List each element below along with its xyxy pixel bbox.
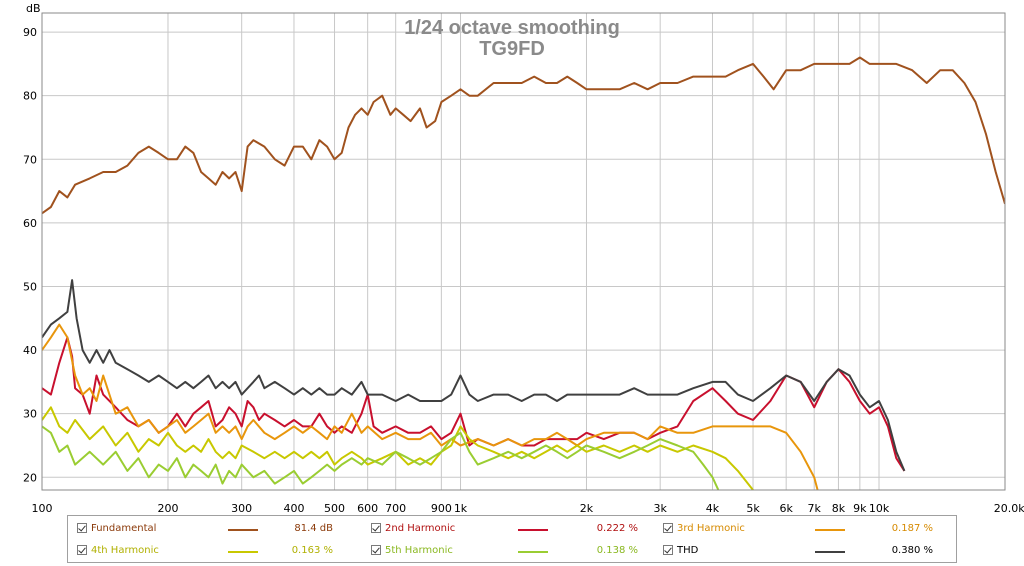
legend-label: 3rd Harmonic: [677, 523, 745, 534]
y-tick-label: 90: [23, 26, 37, 39]
legend-value: 81.4 dB: [294, 523, 333, 534]
legend-checkbox-2nd-harmonic[interactable]: [371, 523, 381, 533]
x-tick-label: 3k: [653, 502, 667, 512]
legend-value: 0.187 %: [891, 523, 933, 534]
legend-label: 4th Harmonic: [91, 545, 159, 556]
series-line-fundamental: [42, 56, 1005, 215]
legend-label: 5th Harmonic: [385, 545, 453, 556]
x-tick-label: 5k: [746, 502, 760, 512]
legend-item-2nd-harmonic[interactable]: 2nd Harmonic 0.222 %: [371, 521, 651, 537]
legend-value: 0.380 %: [891, 545, 933, 556]
y-tick-label: 80: [23, 90, 37, 103]
legend-swatch: [228, 551, 258, 553]
chart-subtitle: TG9FD: [479, 38, 545, 60]
legend-swatch: [228, 529, 258, 531]
y-tick-label: 70: [23, 153, 37, 166]
legend-item-thd[interactable]: THD 0.380 %: [663, 543, 943, 559]
x-tick-label: 7k: [808, 502, 822, 512]
x-tick-label: 6k: [779, 502, 793, 512]
legend-checkbox-thd[interactable]: [663, 545, 673, 555]
legend-label: 2nd Harmonic: [385, 523, 456, 534]
x-tick-label: 900: [431, 502, 452, 512]
legend-checkbox-5th-harmonic[interactable]: [371, 545, 381, 555]
x-tick-label: 500: [324, 502, 345, 512]
x-tick-label: 600: [357, 502, 378, 512]
grid: [41, 13, 1006, 490]
x-tick-label: 700: [385, 502, 406, 512]
y-tick-label: 20: [23, 471, 37, 484]
x-tick-label: 8k: [832, 502, 846, 512]
x-tick-label: 400: [283, 502, 304, 512]
x-tick-label: 9k: [853, 502, 867, 512]
y-tick-label: 60: [23, 217, 37, 230]
x-tick-label: 2k: [580, 502, 594, 512]
legend-swatch: [518, 529, 548, 531]
legend-value: 0.222 %: [596, 523, 638, 534]
tick-labels: 100 200 300 400 500 600 700 900 1k 2k 3k 4k 5k 6k 7k 8k…: [23, 26, 1024, 512]
legend-checkbox-fundamental[interactable]: [77, 523, 87, 533]
series-line-3rd-harmonic: [42, 323, 819, 490]
x-tick-label: 20.0k Hz: [994, 502, 1024, 512]
series-lines: [42, 56, 1005, 490]
legend-checkbox-4th-harmonic[interactable]: [77, 545, 87, 555]
series-line-2nd-harmonic: [42, 336, 906, 472]
legend-item-fundamental[interactable]: Fundamental 81.4 dB: [77, 521, 357, 537]
y-axis-label: dB: [26, 2, 41, 15]
series-line-5th-harmonic: [42, 425, 720, 490]
chart-title: 1/24 octave smoothing: [404, 17, 620, 39]
distortion-chart: 100 200 300 400 500 600 700 900 1k 2k 3k 4k 5k 6k 7k 8k…: [23, 2, 1024, 512]
y-tick-label: 30: [23, 408, 37, 421]
x-tick-label: 10k: [869, 502, 890, 512]
y-tick-label: 50: [23, 280, 37, 293]
legend-value: 0.163 %: [291, 545, 333, 556]
plot-frame: [41, 12, 1006, 491]
x-tick-label: 1k: [454, 502, 468, 512]
legend-value: 0.138 %: [596, 545, 638, 556]
legend-swatch: [815, 529, 845, 531]
legend-label: THD: [677, 545, 699, 556]
legend-label: Fundamental: [91, 523, 157, 534]
legend-swatch: [518, 551, 548, 553]
legend-checkbox-3rd-harmonic[interactable]: [663, 523, 673, 533]
legend-item-3rd-harmonic[interactable]: 3rd Harmonic 0.187 %: [663, 521, 943, 537]
x-tick-label: 200: [157, 502, 178, 512]
series-line-4th-harmonic: [42, 406, 755, 490]
x-tick-label: 100: [32, 502, 53, 512]
legend-swatch: [815, 551, 845, 553]
y-tick-label: 40: [23, 344, 37, 357]
legend-item-4th-harmonic[interactable]: 4th Harmonic 0.163 %: [77, 543, 357, 559]
legend: Fundamental 81.4 dB 2nd Harmonic 0.222 % 3rd…: [67, 515, 957, 563]
series-line-thd: [42, 279, 906, 472]
x-tick-label: 4k: [706, 502, 720, 512]
x-tick-label: 300: [231, 502, 252, 512]
legend-item-5th-harmonic[interactable]: 5th Harmonic 0.138 %: [371, 543, 651, 559]
